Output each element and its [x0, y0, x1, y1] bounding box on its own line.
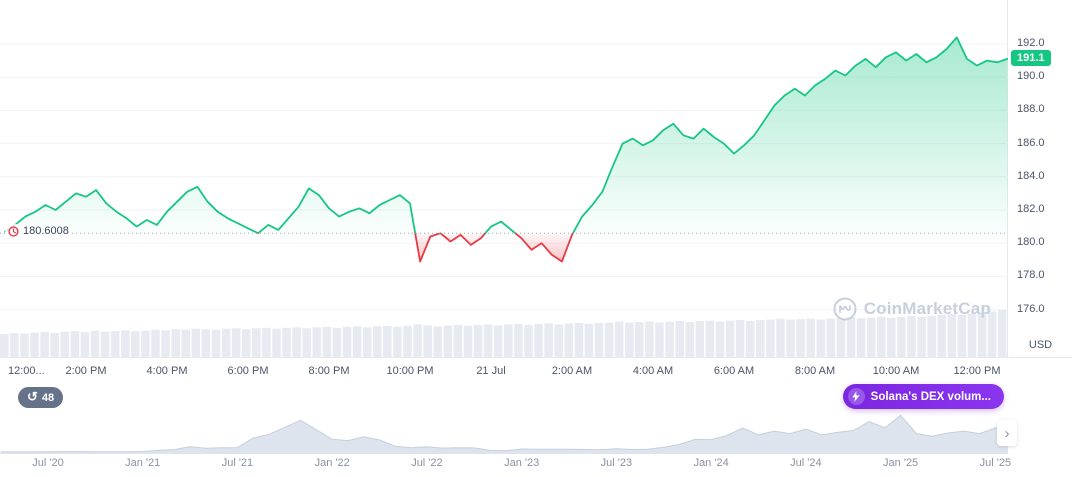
lightning-icon [847, 388, 865, 405]
time-tick-label: 6:00 AM [713, 365, 755, 377]
nav-date-label: Jan '24 [693, 457, 729, 469]
price-tick-label: 186.0 [1017, 136, 1045, 149]
last-price-badge: 191.1 [1011, 49, 1051, 66]
time-tick-label: 12:00... [8, 365, 45, 377]
countdown-badge: ↺ 48 [18, 387, 64, 408]
navigator-next-button[interactable]: › [997, 420, 1017, 446]
nav-date-label: Jul '20 [32, 457, 64, 469]
price-tick-label: 182.0 [1017, 203, 1045, 215]
nav-date-label: Jul '23 [600, 457, 633, 469]
price-tick-label: 190.0 [1017, 70, 1045, 83]
navigator-date-labels: Jul '20 Jan '21 Jul '21 Jan '22 Jul '22 Jan '… [0, 457, 1072, 473]
date-range-navigator[interactable] [0, 412, 1008, 454]
price-chart[interactable] [0, 0, 1008, 358]
alert-clock-icon [8, 226, 19, 237]
price-axis[interactable]: 192.0 190.0 188.0 186.0 184.0 182.0 180.0 178.0… [1009, 0, 1072, 358]
time-tick-label: 12:00 PM [953, 365, 1001, 377]
price-tick-label: 192.0 [1017, 37, 1045, 49]
time-tick-label: 8:00 AM [794, 365, 836, 377]
countdown-value: 48 [41, 391, 55, 404]
time-tick-label: 4:00 AM [632, 365, 674, 377]
time-tick-label: 8:00 PM [308, 365, 350, 377]
coinmarketcap-watermark: CoinMarketCap [833, 297, 991, 321]
volume-bars [0, 310, 1007, 358]
time-axis[interactable]: 12:00... 2:00 PM 4:00 PM 6:00 PM 8:00 PM 10:0… [0, 359, 1008, 383]
price-tick-label: 184.0 [1017, 169, 1045, 182]
price-tick-label: 178.0 [1017, 269, 1045, 282]
time-tick-label: 10:00 AM [872, 365, 920, 377]
time-tick-label: 21 Jul [476, 365, 506, 377]
price-tick-label: 188.0 [1017, 103, 1045, 116]
news-ticker-label: Solana's DEX volum... [870, 390, 991, 403]
nav-date-label: Jan '22 [314, 457, 350, 469]
nav-date-label: Jan '25 [883, 457, 919, 469]
nav-date-label: Jan '21 [125, 457, 161, 469]
price-tick-label: 180.0 [1017, 236, 1045, 249]
history-icon: ↺ [27, 389, 38, 404]
baseline-price-label: 180.6008 [5, 224, 72, 239]
nav-date-label: Jan '23 [504, 457, 540, 469]
nav-date-label: Jul '22 [411, 457, 443, 469]
time-tick-label: 6:00 PM [227, 365, 269, 377]
nav-date-label: Jul '24 [790, 457, 822, 469]
price-line-above [4, 36, 1008, 234]
price-tick-label: 176.0 [1017, 302, 1045, 315]
main-chart-area[interactable]: 180.6008 CoinMarketCap [0, 0, 1008, 358]
coinmarketcap-logo-icon [833, 297, 857, 321]
baseline-price-value: 180.6008 [23, 225, 69, 238]
time-tick-label: 2:00 AM [551, 365, 593, 377]
time-tick-label: 2:00 PM [65, 365, 107, 377]
currency-label[interactable]: USD [1028, 339, 1053, 351]
watermark-text: CoinMarketCap [863, 299, 991, 318]
nav-date-label: Jul '25 [979, 457, 1012, 469]
news-ticker-button[interactable]: Solana's DEX volum... [842, 384, 1004, 409]
time-tick-label: 10:00 PM [386, 365, 434, 377]
nav-date-label: Jul '21 [221, 457, 254, 469]
time-tick-label: 4:00 PM [146, 365, 188, 377]
navigator-chart[interactable] [0, 412, 1008, 454]
